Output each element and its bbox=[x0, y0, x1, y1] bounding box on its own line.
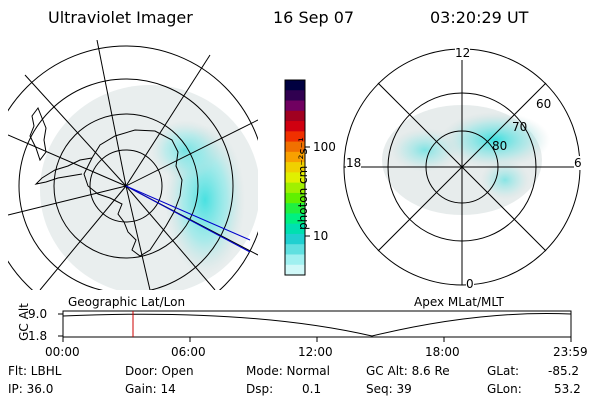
magnetic-polar-map bbox=[343, 48, 581, 286]
date-label: 16 Sep 07 bbox=[273, 8, 355, 27]
colorbar-swatch bbox=[285, 110, 305, 122]
aurora-patch-mag bbox=[390, 128, 460, 172]
timeline-ytick-bottom: 1.8 bbox=[28, 329, 48, 343]
info-glat-label: GLat: bbox=[487, 364, 520, 378]
mlt-label-6: 6 bbox=[574, 156, 582, 170]
mlt-label-0: 0 bbox=[466, 277, 474, 291]
colorbar-swatch bbox=[285, 151, 305, 163]
colorbar-swatch bbox=[285, 80, 305, 91]
colorbar-swatch bbox=[285, 203, 305, 215]
info-glat-value: -85.2 bbox=[548, 364, 580, 378]
colorbar-swatch bbox=[285, 213, 305, 225]
coastline bbox=[83, 129, 183, 257]
info-gain: Gain: 14 bbox=[125, 382, 176, 396]
altitude-curve bbox=[62, 312, 572, 337]
timeline-xtick-2: 12:00 bbox=[298, 345, 333, 359]
colorbar bbox=[285, 80, 305, 276]
colorbar-label-10: 10 bbox=[313, 229, 329, 243]
colorbar-swatch bbox=[285, 254, 305, 266]
info-dsp-value: 0.1 bbox=[302, 382, 322, 396]
coastline-peninsula bbox=[34, 157, 93, 185]
timeline-frame bbox=[62, 310, 572, 338]
instrument-title: Ultraviolet Imager bbox=[48, 8, 193, 27]
mlat-label-70: 70 bbox=[512, 120, 528, 134]
orbit-track bbox=[125, 185, 251, 253]
altitude-timeline bbox=[58, 310, 572, 342]
colorbar-swatch bbox=[285, 131, 305, 143]
colorbar-swatch bbox=[285, 121, 305, 132]
colorbar-swatch bbox=[285, 162, 305, 173]
timeline-xtick-4: 23:59 bbox=[553, 345, 588, 359]
info-gc-alt: GC Alt: 8.6 Re bbox=[366, 364, 450, 378]
info-door: Door: Open bbox=[125, 364, 194, 378]
colorbar-label-100: 100 bbox=[313, 140, 336, 154]
apex-caption: Apex MLat/MLT bbox=[414, 295, 504, 309]
mlt-lines bbox=[344, 49, 580, 285]
time-label: 03:20:29 UT bbox=[430, 8, 529, 27]
timeline-ytick-top: 9.0 bbox=[28, 307, 48, 321]
aurora-patch bbox=[150, 120, 220, 180]
aurora-patch-mag-2 bbox=[480, 160, 530, 200]
mlt-label-12: 12 bbox=[455, 46, 471, 60]
latitude-circles bbox=[8, 45, 258, 290]
info-filter: Flt: LBHL bbox=[8, 364, 62, 378]
info-dsp-label: Dsp: bbox=[246, 382, 274, 396]
colorbar-swatch bbox=[285, 233, 305, 245]
colorbar-swatch bbox=[285, 172, 305, 184]
longitude-lines bbox=[8, 40, 258, 290]
timeline-xtick-1: 06:00 bbox=[171, 345, 206, 359]
info-ip: IP: 36.0 bbox=[8, 382, 54, 396]
colorbar-swatch bbox=[285, 182, 305, 194]
colorbar-swatch bbox=[285, 90, 305, 102]
colorbar-swatch bbox=[285, 192, 305, 204]
info-glon-label: GLon: bbox=[487, 382, 522, 396]
mlat-label-60: 60 bbox=[536, 97, 552, 111]
colorbar-swatch bbox=[285, 100, 305, 112]
mlt-label-18: 18 bbox=[346, 156, 362, 170]
aurora-oval-mag bbox=[440, 112, 550, 168]
colorbar-swatch bbox=[285, 141, 305, 153]
coastline-south-america bbox=[29, 106, 47, 162]
geographic-caption: Geographic Lat/Lon bbox=[68, 295, 186, 309]
colorbar-swatch bbox=[285, 264, 305, 276]
geographic-map bbox=[8, 40, 258, 290]
timeline-xtick-0: 00:00 bbox=[45, 345, 80, 359]
timeline-xtick-3: 18:00 bbox=[425, 345, 460, 359]
info-glon-value: 53.2 bbox=[554, 382, 581, 396]
timeline-ticks bbox=[58, 313, 572, 342]
colorbar-swatch bbox=[285, 244, 305, 256]
colorbar-swatch bbox=[285, 223, 305, 235]
colorbar-frame bbox=[284, 79, 306, 276]
info-seq: Seq: 39 bbox=[366, 382, 412, 396]
colorbar-unit: photon cm⁻²s⁻¹ bbox=[296, 137, 310, 230]
mlat-label-80: 80 bbox=[492, 139, 508, 153]
info-mode: Mode: Normal bbox=[246, 364, 330, 378]
